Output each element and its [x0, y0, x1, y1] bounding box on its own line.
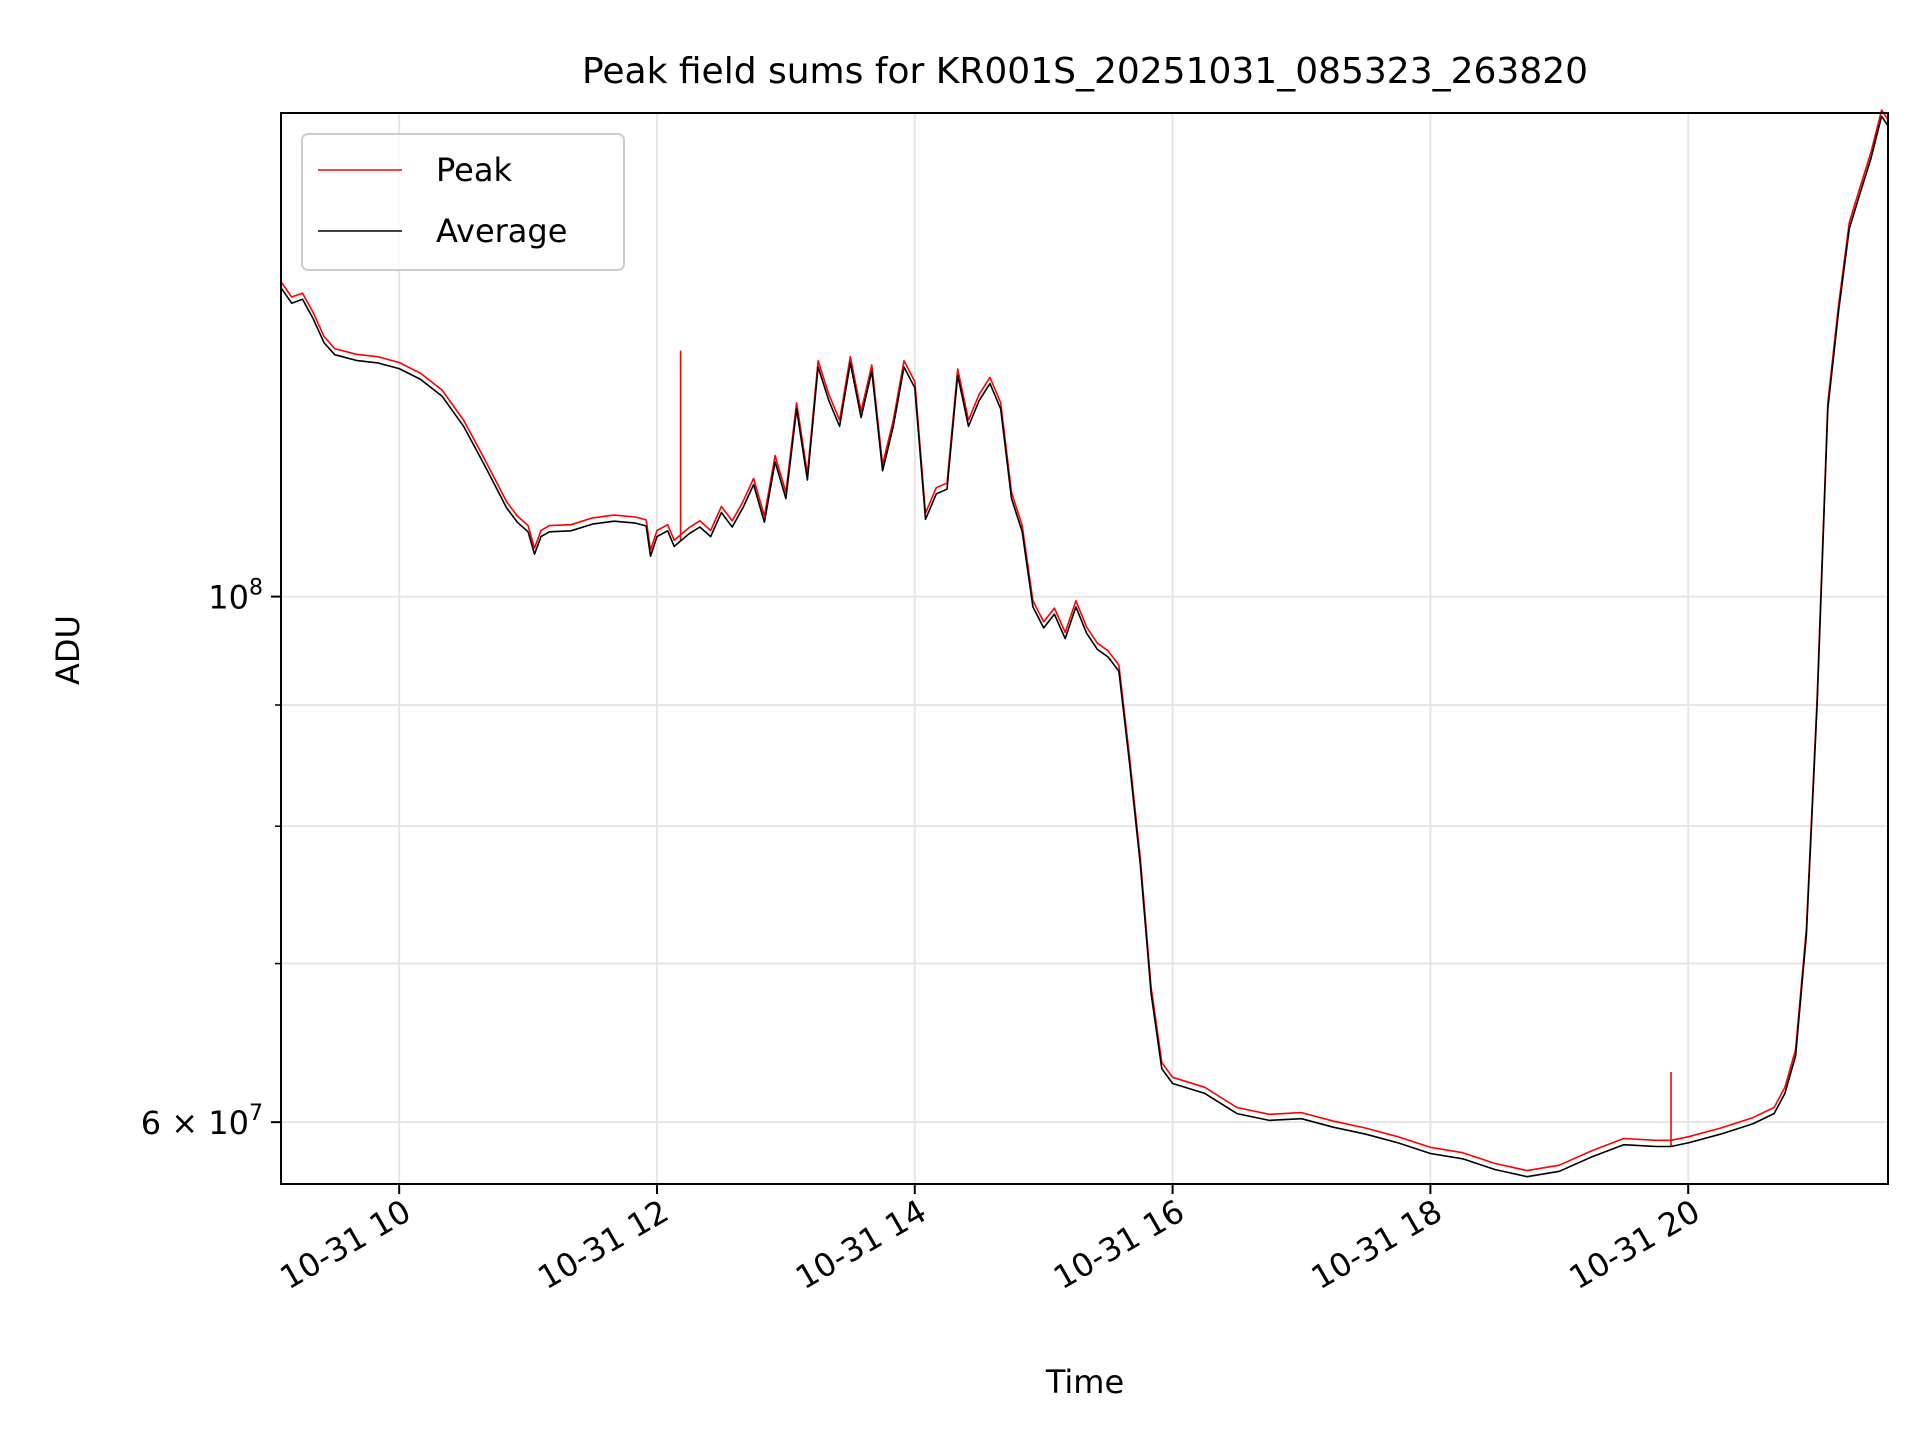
legend-label-average: Average [436, 212, 567, 250]
y-axis: 108 6 × 107 [141, 576, 281, 1142]
legend: Peak Average [301, 133, 625, 271]
x-axis-label: Time [1045, 1363, 1124, 1401]
series-line-average [280, 115, 1889, 1178]
y-tick-label: 108 [208, 576, 263, 617]
plot-frame [280, 112, 1889, 1185]
y-axis-label: ADU [49, 615, 87, 685]
legend-box [301, 133, 625, 271]
grid [281, 113, 1888, 1184]
legend-label-peak: Peak [436, 151, 512, 189]
y-tick-label: 6 × 107 [141, 1101, 263, 1142]
series-layer [280, 109, 1889, 1178]
chart-title: Peak field sums for KR001S_20251031_0853… [582, 51, 1588, 92]
